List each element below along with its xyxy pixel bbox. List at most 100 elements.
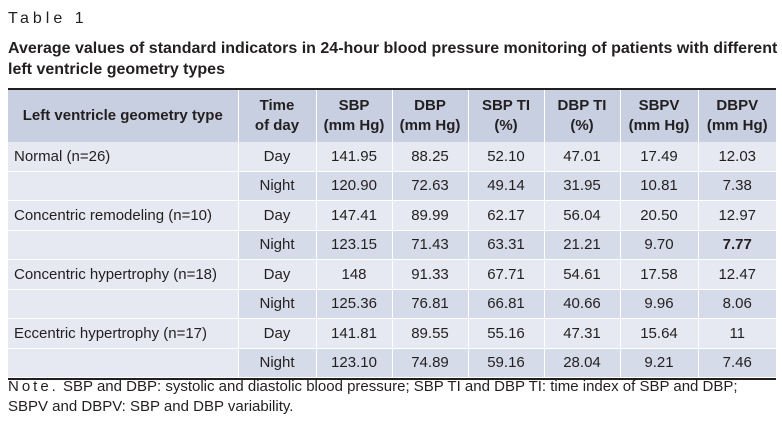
header-geometry: Left ventricle geometry type (8, 90, 238, 142)
time-cell: Day (237, 318, 316, 349)
header-sbp-line2: (mm Hg) (323, 117, 385, 134)
sbp-ti-cell: 55.16 (467, 318, 544, 349)
dbp-ti-cell: 28.04 (543, 348, 620, 378)
header-sbpv-line1: SBPV (638, 97, 680, 114)
header-time: Time of day (237, 90, 316, 142)
time-cell: Night (237, 171, 316, 201)
sbp-ti-cell: 62.17 (467, 200, 544, 231)
group-label: Eccentric hypertrophy (n=17) (8, 318, 238, 349)
note-label: Note. (8, 378, 59, 395)
sbpv-cell: 9.70 (619, 230, 698, 260)
dbp-ti-cell: 31.95 (543, 171, 620, 201)
dbpv-cell: 7.38 (697, 171, 776, 201)
dbp-ti-cell: 56.04 (543, 200, 620, 231)
header-sbp-line1: SBP (338, 97, 370, 114)
header-geometry-label: Left ventricle geometry type (22, 107, 223, 124)
table-row: Concentric remodeling (n=10) Day 147.41 … (8, 200, 776, 231)
bp-monitoring-table: Left ventricle geometry type Time of day … (8, 90, 776, 378)
header-sbpv: SBPV (mm Hg) (619, 90, 698, 142)
dbpv-cell: 12.97 (697, 200, 776, 231)
group-label-spacer (8, 171, 238, 201)
sbp-cell: 120.90 (315, 171, 392, 201)
header-dbpv-line2: (mm Hg) (706, 117, 768, 134)
dbpv-cell-highlighted: 7.77 (697, 230, 776, 260)
group-label: Concentric hypertrophy (n=18) (8, 259, 238, 290)
group-label-spacer (8, 230, 238, 260)
header-dbp-ti-line2: (%) (570, 117, 594, 134)
note-text: SBP and DBP: systolic and diastolic bloo… (8, 378, 738, 415)
sbpv-cell: 9.21 (619, 348, 698, 378)
sbp-ti-cell: 52.10 (467, 142, 544, 172)
dbp-cell: 76.81 (391, 289, 468, 319)
group-label-spacer (8, 289, 238, 319)
table-row: Night 125.36 76.81 66.81 40.66 9.96 8.06 (8, 289, 776, 319)
time-cell: Day (237, 142, 316, 172)
sbp-cell: 147.41 (315, 200, 392, 231)
table-row: Night 120.90 72.63 49.14 31.95 10.81 7.3… (8, 171, 776, 201)
group-label: Normal (n=26) (8, 142, 238, 172)
header-dbpv: DBPV (mm Hg) (697, 90, 776, 142)
time-cell: Day (237, 259, 316, 290)
sbp-ti-cell: 59.16 (467, 348, 544, 378)
time-cell: Night (237, 230, 316, 260)
dbp-cell: 71.43 (391, 230, 468, 260)
dbpv-cell: 11 (697, 318, 776, 349)
dbpv-cell: 12.03 (697, 142, 776, 172)
sbpv-cell: 15.64 (619, 318, 698, 349)
sbpv-cell: 17.49 (619, 142, 698, 172)
data-table-container: Left ventricle geometry type Time of day … (8, 88, 776, 380)
header-dbpv-line1: DBPV (716, 97, 759, 114)
sbp-cell: 148 (315, 259, 392, 290)
header-row: Left ventricle geometry type Time of day … (8, 90, 776, 142)
dbpv-cell: 7.46 (697, 348, 776, 378)
header-time-line2: of day (254, 117, 300, 134)
sbp-ti-cell: 49.14 (467, 171, 544, 201)
table-row: Concentric hypertrophy (n=18) Day 148 91… (8, 259, 776, 290)
group-label: Concentric remodeling (n=10) (8, 200, 238, 231)
sbpv-cell: 17.58 (619, 259, 698, 290)
dbp-cell: 72.63 (391, 171, 468, 201)
dbp-cell: 74.89 (391, 348, 468, 378)
sbp-cell: 141.95 (315, 142, 392, 172)
dbpv-cell: 12.47 (697, 259, 776, 290)
time-cell: Night (237, 348, 316, 378)
header-sbpv-line2: (mm Hg) (628, 117, 690, 134)
header-time-line1: Time (259, 97, 295, 114)
dbp-ti-cell: 54.61 (543, 259, 620, 290)
sbpv-cell: 9.96 (619, 289, 698, 319)
header-dbp-line2: (mm Hg) (399, 117, 461, 134)
sbp-ti-cell: 67.71 (467, 259, 544, 290)
sbp-ti-cell: 66.81 (467, 289, 544, 319)
header-sbp-ti-line2: (%) (494, 117, 518, 134)
sbp-cell: 125.36 (315, 289, 392, 319)
table-note: Note. SBP and DBP: systolic and diastoli… (8, 377, 778, 417)
sbpv-cell: 10.81 (619, 171, 698, 201)
dbpv-cell: 8.06 (697, 289, 776, 319)
sbpv-cell: 20.50 (619, 200, 698, 231)
time-cell: Night (237, 289, 316, 319)
table-row: Eccentric hypertrophy (n=17) Day 141.81 … (8, 318, 776, 349)
header-sbp: SBP (mm Hg) (315, 90, 392, 142)
table-row: Night 123.15 71.43 63.31 21.21 9.70 7.77 (8, 230, 776, 260)
header-sbp-ti: SBP TI (%) (467, 90, 544, 142)
table-row: Normal (n=26) Day 141.95 88.25 52.10 47.… (8, 142, 776, 172)
dbp-cell: 91.33 (391, 259, 468, 290)
time-cell: Day (237, 200, 316, 231)
table-row: Night 123.10 74.89 59.16 28.04 9.21 7.46 (8, 348, 776, 378)
header-dbp: DBP (mm Hg) (391, 90, 468, 142)
group-label-spacer (8, 348, 238, 378)
dbp-ti-cell: 47.31 (543, 318, 620, 349)
dbp-ti-cell: 47.01 (543, 142, 620, 172)
sbp-cell: 123.10 (315, 348, 392, 378)
dbp-cell: 89.99 (391, 200, 468, 231)
sbp-cell: 141.81 (315, 318, 392, 349)
table-caption: Table 1 (8, 10, 88, 27)
header-dbp-line1: DBP (414, 97, 446, 114)
dbp-cell: 89.55 (391, 318, 468, 349)
sbp-cell: 123.15 (315, 230, 392, 260)
header-dbp-ti-line1: DBP TI (557, 97, 607, 114)
dbp-ti-cell: 21.21 (543, 230, 620, 260)
header-dbp-ti: DBP TI (%) (543, 90, 620, 142)
sbp-ti-cell: 63.31 (467, 230, 544, 260)
header-sbp-ti-line1: SBP TI (481, 97, 531, 114)
